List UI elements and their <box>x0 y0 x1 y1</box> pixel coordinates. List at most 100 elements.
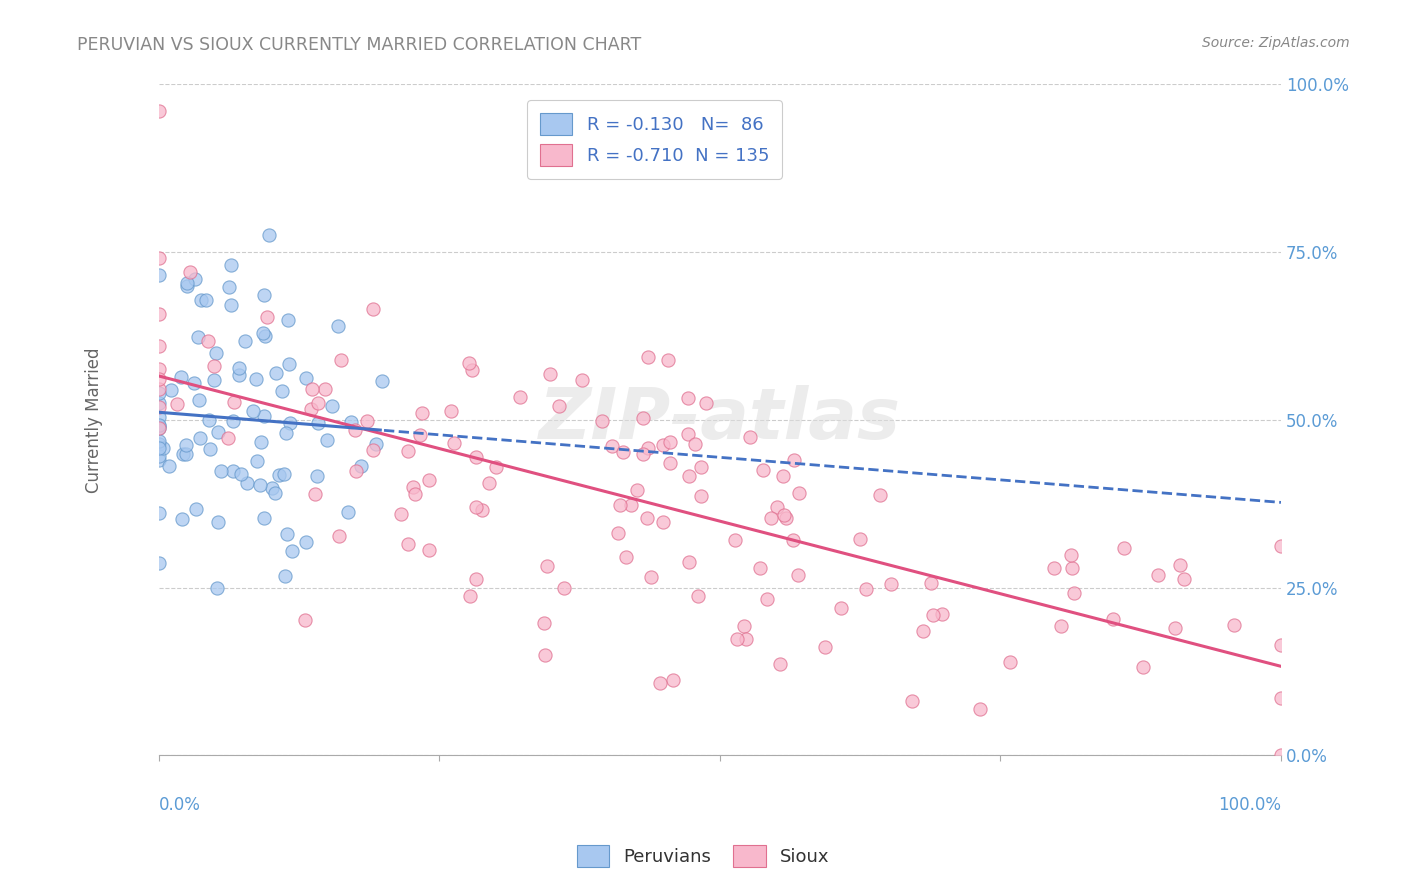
Point <box>657 353 679 368</box>
Point <box>209 464 232 478</box>
Point <box>553 581 575 595</box>
Point <box>830 601 852 615</box>
Point <box>183 376 205 390</box>
Point <box>600 439 623 453</box>
Point <box>281 544 304 558</box>
Point <box>233 334 256 349</box>
Point <box>197 412 219 426</box>
Point <box>219 258 242 272</box>
Point <box>998 655 1021 669</box>
Point <box>439 404 461 418</box>
Point <box>607 525 630 540</box>
Point <box>1270 690 1292 705</box>
Point <box>678 391 700 405</box>
Point <box>775 511 797 525</box>
Point <box>166 397 188 411</box>
Point <box>174 438 197 452</box>
Point <box>652 516 675 530</box>
Point <box>724 533 747 547</box>
Point <box>690 489 713 503</box>
Point <box>609 498 631 512</box>
Point <box>678 426 700 441</box>
Point <box>404 487 426 501</box>
Point <box>157 459 180 474</box>
Point <box>725 632 748 647</box>
Point <box>218 279 240 293</box>
Point <box>361 443 384 458</box>
Point <box>190 431 212 445</box>
Point <box>252 326 274 340</box>
Point <box>278 357 301 371</box>
Point <box>152 441 174 455</box>
Point <box>626 483 648 497</box>
Point <box>509 391 531 405</box>
Point <box>207 581 229 595</box>
Point <box>464 572 486 586</box>
Point <box>759 510 782 524</box>
Point <box>274 426 297 441</box>
Point <box>148 421 170 435</box>
Point <box>869 488 891 502</box>
Point <box>148 506 170 520</box>
Point <box>148 557 170 571</box>
Point <box>1060 549 1083 563</box>
Point <box>148 453 170 467</box>
Point <box>1132 660 1154 674</box>
Point <box>148 434 170 449</box>
Point <box>969 702 991 716</box>
Point <box>689 459 711 474</box>
Point <box>242 404 264 418</box>
Point <box>464 450 486 465</box>
Point <box>231 467 253 482</box>
Point <box>273 467 295 481</box>
Text: 100.0%: 100.0% <box>1218 796 1281 814</box>
Point <box>409 427 432 442</box>
Point <box>224 395 246 409</box>
Point <box>271 384 294 398</box>
Point <box>749 561 772 575</box>
Point <box>170 512 193 526</box>
Point <box>389 507 412 521</box>
Point <box>174 447 197 461</box>
Point <box>533 615 555 630</box>
Point <box>148 449 170 463</box>
Point <box>922 607 945 622</box>
Point <box>221 414 243 428</box>
Point <box>465 500 488 515</box>
Point <box>1163 621 1185 635</box>
Point <box>458 356 481 370</box>
Point <box>249 478 271 492</box>
Point <box>315 433 337 447</box>
Point <box>443 435 465 450</box>
Point <box>356 414 378 428</box>
Point <box>148 419 170 434</box>
Point <box>538 367 561 381</box>
Point <box>782 533 804 547</box>
Point <box>187 330 209 344</box>
Point <box>314 383 336 397</box>
Point <box>396 537 419 551</box>
Point <box>222 464 245 478</box>
Point <box>321 399 343 413</box>
Point <box>418 543 440 558</box>
Point <box>814 640 837 655</box>
Point <box>366 437 388 451</box>
Point <box>648 676 671 690</box>
Point <box>735 632 758 646</box>
Point <box>172 447 194 461</box>
Point <box>1270 539 1292 553</box>
Point <box>217 431 239 445</box>
Point <box>188 392 211 407</box>
Point <box>1043 561 1066 575</box>
Point <box>340 415 363 429</box>
Point <box>1050 618 1073 632</box>
Point <box>148 417 170 432</box>
Text: ZIP­atlas: ZIP­atlas <box>538 385 901 454</box>
Point <box>1063 586 1085 600</box>
Point <box>307 417 329 431</box>
Point <box>264 367 287 381</box>
Point <box>304 487 326 501</box>
Point <box>571 373 593 387</box>
Point <box>148 361 170 376</box>
Point <box>418 473 440 487</box>
